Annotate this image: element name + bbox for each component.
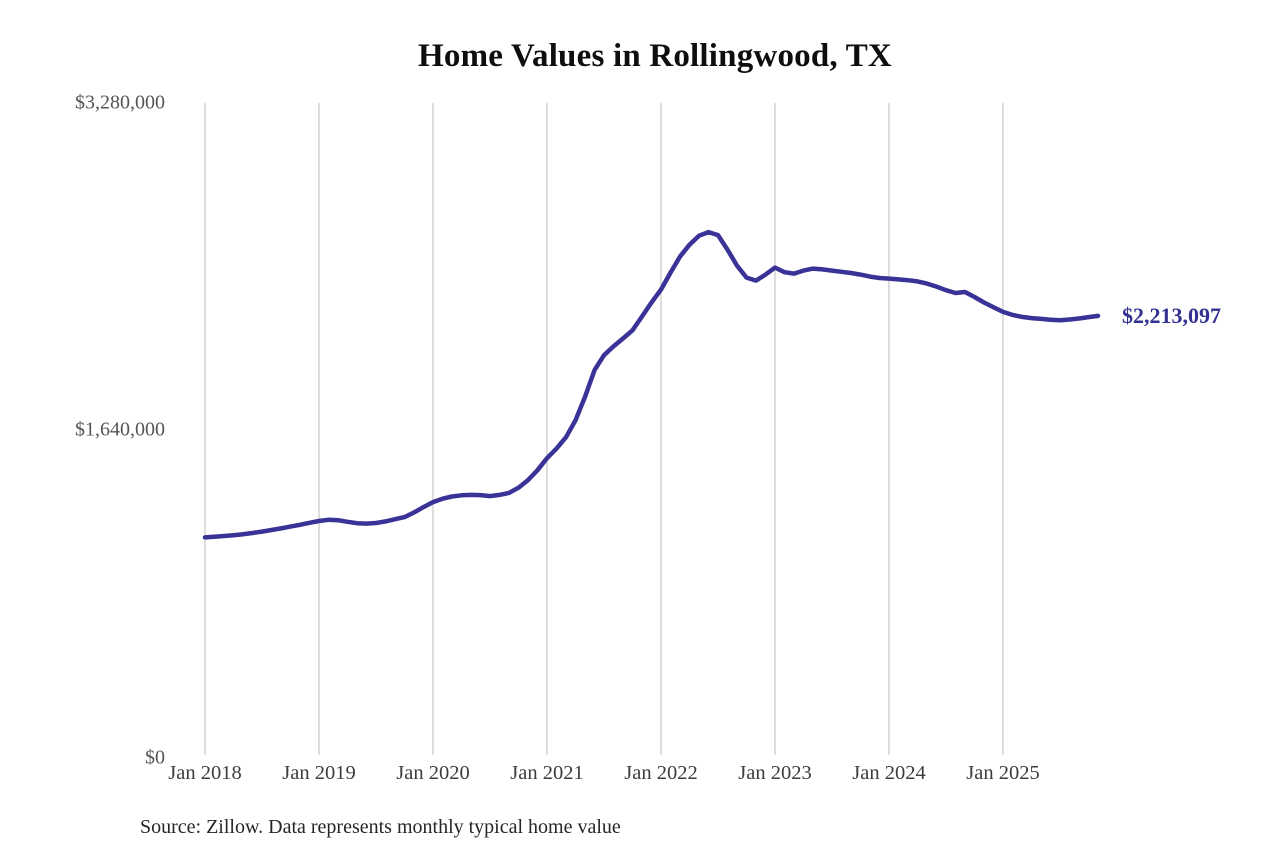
x-tick-label: Jan 2023 bbox=[738, 762, 812, 784]
x-tick-label: Jan 2019 bbox=[282, 762, 356, 784]
x-tick-label: Jan 2020 bbox=[396, 762, 470, 784]
source-note: Source: Zillow. Data represents monthly … bbox=[140, 816, 621, 838]
x-tick-label: Jan 2021 bbox=[510, 762, 584, 784]
x-tick-label: Jan 2018 bbox=[168, 762, 242, 784]
home-values-line bbox=[202, 229, 1101, 540]
x-tick-label: Jan 2022 bbox=[624, 762, 698, 784]
x-tick-label: Jan 2024 bbox=[852, 762, 926, 784]
gridlines-group bbox=[204, 103, 1004, 755]
end-value-label: $2,213,097 bbox=[1122, 302, 1221, 328]
chart-title: Home Values in Rollingwood, TX bbox=[418, 38, 892, 74]
y-tick-label: $0 bbox=[145, 746, 165, 768]
y-tick-label: $1,640,000 bbox=[75, 418, 165, 441]
y-tick-label: $3,280,000 bbox=[75, 91, 165, 114]
x-tick-label: Jan 2025 bbox=[966, 762, 1040, 784]
